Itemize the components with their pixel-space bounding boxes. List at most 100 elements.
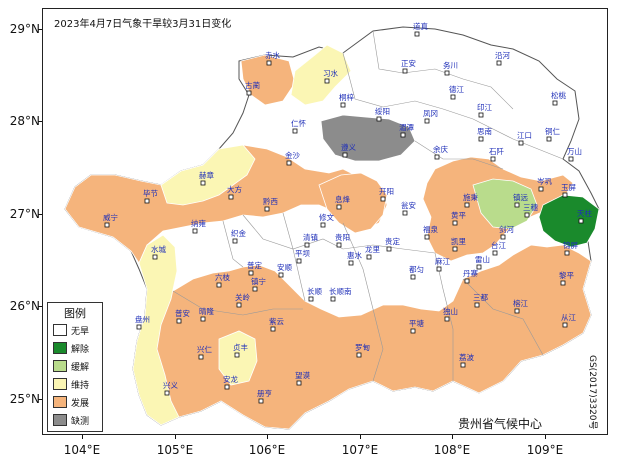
lat-label: 29°N [9,22,40,36]
county-marker: 关岭 [235,292,250,308]
county-marker: 锦屏 [563,240,578,256]
county-marker: 沿河 [495,51,510,66]
county-seat-marker [400,132,406,138]
county-name: 剑河 [499,224,514,234]
county-name: 瓮安 [401,200,416,210]
lat-label: 25°N [9,392,40,406]
county-marker: 息烽 [335,194,350,210]
county-name: 金沙 [285,150,300,160]
county-name: 荔波 [459,352,474,362]
county-marker: 江口 [517,131,532,146]
county-marker: 福泉 [423,224,438,240]
county-marker: 石阡 [489,147,504,162]
region-maintain-xishui [290,44,352,106]
legend-swatch [53,360,67,372]
county-seat-marker [476,264,482,270]
county-seat-marker [164,390,170,396]
legend-label: 缺测 [71,416,90,427]
county-marker: 万山 [567,146,582,162]
county-name: 松桃 [551,90,566,100]
county-marker: 镇远 [513,192,528,208]
county-seat-marker [496,60,502,66]
county-name: 凤冈 [423,109,438,118]
legend-item: 无旱 [53,323,89,337]
county-marker: 麻江 [435,256,450,272]
county-marker: 从江 [561,313,576,328]
lat-tick [38,399,43,400]
county-seat-marker [402,210,408,216]
lon-tick [452,434,453,439]
county-marker: 务川 [443,60,458,76]
county-marker: 仁怀 [291,118,306,134]
county-name: 贵阳 [335,232,350,242]
county-seat-marker [424,234,430,240]
county-marker: 习水 [323,68,338,84]
county-marker: 德江 [449,84,464,100]
legend-label: 无旱 [71,326,90,337]
county-name: 兴义 [163,381,178,390]
lon-label: 107°E [341,443,379,457]
county-marker: 龙里 [365,244,380,260]
county-seat-marker [562,322,568,328]
county-marker: 独山 [443,306,458,322]
county-seat-marker [348,260,354,266]
county-marker: 余庆 [433,144,448,160]
county-seat-marker [366,254,372,260]
county-name: 都匀 [409,264,424,274]
county-seat-marker [278,272,284,278]
county-name: 六枝 [215,272,230,282]
county-seat-marker [234,352,240,358]
county-seat-marker [452,220,458,226]
county-seat-marker [232,238,238,244]
county-marker: 惠水 [347,250,362,266]
county-marker: 剑河 [499,224,514,240]
county-name: 惠水 [347,250,362,260]
county-seat-marker [444,316,450,322]
county-name: 仁怀 [291,118,306,128]
county-seat-marker [560,280,566,286]
county-name: 遵义 [341,142,356,152]
county-name: 赤水 [265,50,280,60]
county-marker: 长顺南 [329,286,352,302]
legend-label: 缓解 [71,362,90,373]
region-develop-chishui [240,54,296,106]
county-seat-marker [248,270,254,276]
county-marker: 贵阳 [335,232,350,248]
county-marker: 毕节 [143,188,158,204]
county-seat-marker [152,254,158,260]
county-name: 黎平 [559,270,574,280]
county-name: 平坝 [295,249,310,258]
county-name: 独山 [443,306,458,316]
county-seat-marker [266,60,272,66]
county-marker: 凤冈 [423,109,438,124]
county-name: 印江 [477,103,492,112]
county-name: 三都 [473,293,488,302]
county-marker: 清镇 [303,232,318,248]
county-seat-marker [524,212,530,218]
county-marker: 望谟 [295,370,310,386]
county-seat-marker [490,156,496,162]
county-name: 道真 [413,21,428,31]
map-frame: 道真 赤水 习水 正安 务川 沿河 桐梓 绥阳 凤冈 德江 印江 松桃 仁怀 湄潭 思南 江口 铜仁 遵义 余庆 石阡… [42,8,608,435]
county-marker: 开阳 [379,187,394,202]
county-name: 三穗 [523,202,538,212]
county-name: 大方 [227,184,242,194]
county-marker: 长顺 [307,286,322,302]
county-name: 榕江 [513,298,528,308]
county-marker: 平塘 [409,318,424,334]
county-seat-marker [386,246,392,252]
county-marker: 都匀 [409,264,424,280]
county-name: 贵定 [385,236,400,246]
county-name: 水城 [151,244,166,254]
county-marker: 黔西 [263,196,278,212]
county-marker: 三都 [473,293,488,308]
county-name: 普安 [175,308,190,318]
county-seat-marker [414,31,420,37]
county-marker: 桐梓 [339,92,354,108]
county-seat-marker [336,242,342,248]
county-name: 安龙 [223,374,238,384]
county-name: 正安 [401,58,416,68]
county-seat-marker [514,202,520,208]
county-name: 盘州 [135,314,150,324]
